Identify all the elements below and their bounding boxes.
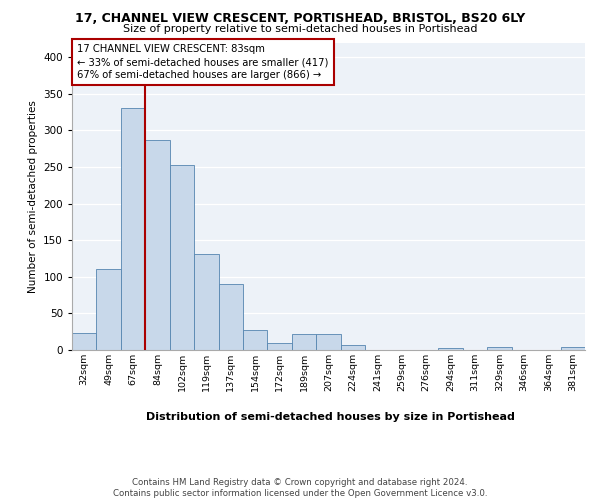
Bar (170, 166, 194, 350)
Bar (560, 347, 585, 350)
Text: 17, CHANNEL VIEW CRESCENT, PORTISHEAD, BRISTOL, BS20 6LY: 17, CHANNEL VIEW CRESCENT, PORTISHEAD, B… (75, 12, 525, 25)
Bar (243, 330, 268, 350)
Bar (145, 140, 170, 350)
Bar (292, 334, 316, 350)
Bar (341, 345, 365, 350)
Bar (97, 270, 121, 350)
Bar (316, 334, 341, 350)
Bar (268, 342, 292, 350)
Bar (194, 254, 218, 350)
Y-axis label: Number of semi-detached properties: Number of semi-detached properties (28, 100, 38, 292)
Bar (121, 108, 145, 350)
Bar (439, 348, 463, 350)
Text: Size of property relative to semi-detached houses in Portishead: Size of property relative to semi-detach… (123, 24, 477, 34)
Bar (72, 333, 97, 350)
Text: Distribution of semi-detached houses by size in Portishead: Distribution of semi-detached houses by … (146, 412, 514, 422)
Text: 17 CHANNEL VIEW CRESCENT: 83sqm
← 33% of semi-detached houses are smaller (417)
: 17 CHANNEL VIEW CRESCENT: 83sqm ← 33% of… (77, 44, 329, 80)
Bar (218, 284, 243, 350)
Text: Contains HM Land Registry data © Crown copyright and database right 2024.
Contai: Contains HM Land Registry data © Crown c… (113, 478, 487, 498)
Bar (487, 347, 512, 350)
